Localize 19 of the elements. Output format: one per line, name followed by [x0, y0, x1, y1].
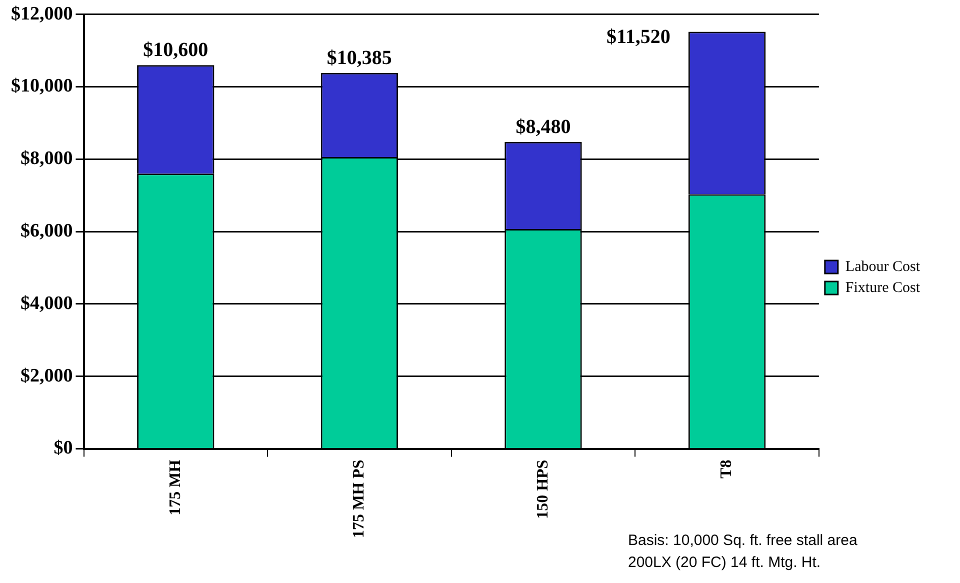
text: 200LX (20 FC) 14 ft. Mtg. Ht. [628, 553, 822, 573]
legend-label: Labour Cost [845, 258, 921, 275]
y-tick-label: $8,000 [20, 148, 73, 170]
y-tick-label: $12,000 [11, 3, 73, 24]
y-tick-label: $4,000 [20, 292, 73, 314]
x-tick-label: T8 [718, 460, 736, 478]
total-label: $8,480 [516, 116, 571, 138]
y-tick-label: $0 [54, 438, 73, 459]
y-tick-label: $2,000 [20, 365, 73, 386]
legend-label: Fixture Cost [845, 280, 921, 296]
x-tick-label: 150 HPS [534, 460, 552, 519]
total-label: $10,385 [326, 47, 392, 70]
x-tick-label: 175 MH [166, 459, 184, 516]
text: Basis: 10,000 Sq. ft. free stall area [628, 531, 858, 551]
x-tick-label: 175 MH PS [350, 460, 368, 538]
y-tick-label: $10,000 [11, 76, 73, 97]
y-tick-label: $6,000 [20, 220, 73, 242]
total-label: $10,600 [143, 39, 208, 62]
total-label: $11,520 [606, 26, 670, 48]
